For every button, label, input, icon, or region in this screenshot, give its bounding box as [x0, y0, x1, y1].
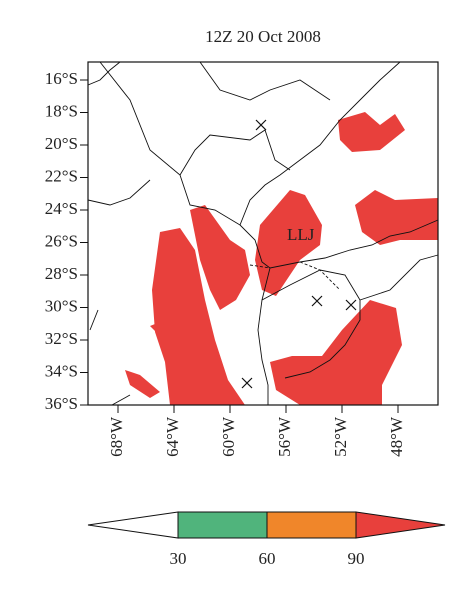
- colorbar-low: [87, 511, 179, 539]
- map-title: 12Z 20 Oct 2008: [205, 27, 321, 46]
- lon-label: 56°W: [275, 416, 294, 457]
- lat-label: 24°S: [45, 199, 78, 218]
- lon-label: 60°W: [219, 416, 238, 457]
- lat-label: 20°S: [45, 134, 78, 153]
- colorbar: [87, 511, 446, 539]
- borders: [87, 61, 439, 406]
- lon-label: 64°W: [163, 416, 182, 457]
- lat-label: 16°S: [45, 69, 78, 88]
- map: LLJ: [87, 61, 439, 406]
- colorbar-label: 90: [348, 549, 365, 568]
- precip-areas: [125, 112, 438, 405]
- lat-label: 34°S: [45, 361, 78, 380]
- colorbar-label: 60: [259, 549, 276, 568]
- lon-label: 48°W: [387, 416, 406, 457]
- colorbar-60-90: [266, 511, 357, 539]
- lat-label: 22°S: [45, 166, 78, 185]
- lon-label: 68°W: [107, 416, 126, 457]
- lon-label: 52°W: [331, 416, 350, 457]
- lat-label: 26°S: [45, 231, 78, 250]
- lat-label: 32°S: [45, 329, 78, 348]
- annotation: LLJ: [287, 225, 315, 244]
- lat-label: 30°S: [45, 296, 78, 315]
- lat-label: 36°S: [45, 394, 78, 413]
- lat-label: 18°S: [45, 101, 78, 120]
- colorbar-30-60: [177, 511, 268, 539]
- colorbar-high: [355, 511, 446, 539]
- station-markers: [241, 119, 357, 389]
- map-frame: [87, 61, 439, 406]
- colorbar-label: 30: [170, 549, 187, 568]
- lat-label: 28°S: [45, 264, 78, 283]
